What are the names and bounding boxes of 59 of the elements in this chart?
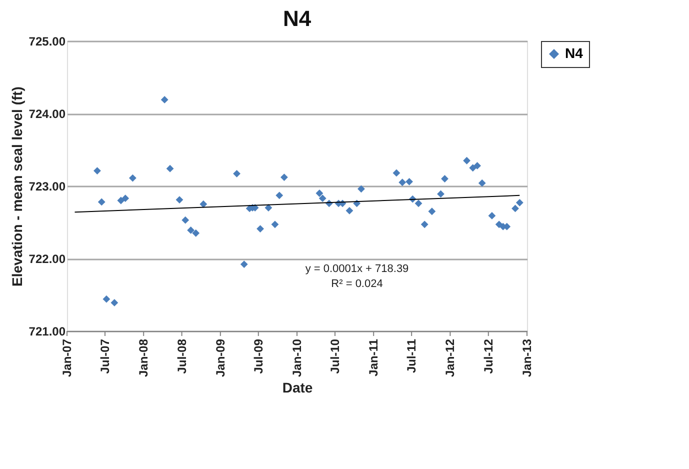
point: [192, 229, 200, 237]
point: [478, 179, 486, 187]
point: [102, 295, 110, 303]
x-tick-label: Jan-08: [136, 338, 151, 378]
x-tick-label: Jul-12: [481, 338, 496, 374]
y-tick-label: 722.00: [28, 252, 66, 266]
y-tick-label: 725.00: [28, 34, 66, 48]
point: [398, 178, 406, 186]
x-tick-label: Jul-07: [98, 338, 112, 374]
x-tick-label: Jul-09: [251, 338, 266, 374]
annotation: y = 0.0001x + 718.39: [305, 263, 409, 275]
point: [488, 212, 496, 220]
point: [318, 194, 326, 202]
point: [182, 216, 190, 224]
point: [117, 196, 125, 204]
point: [271, 220, 279, 228]
point: [316, 190, 324, 197]
x-tick-label: Jul-10: [328, 338, 342, 374]
point: [420, 220, 428, 228]
point: [98, 198, 106, 206]
point: [346, 206, 354, 214]
point: [441, 175, 448, 182]
point: [240, 260, 248, 268]
y-tick-label: 723.00: [28, 180, 66, 194]
x-tick-label: Jan-12: [443, 338, 458, 378]
y-axis-title: Elevation - mean seal level (ft): [8, 86, 25, 286]
point: [128, 174, 136, 182]
point: [392, 169, 400, 177]
point: [187, 226, 195, 234]
x-tick-label: Jul-11: [404, 338, 419, 374]
point: [280, 174, 288, 182]
point: [200, 200, 208, 208]
annotation: R² = 0.024: [331, 278, 383, 290]
point: [414, 200, 422, 208]
point: [110, 299, 118, 306]
point: [276, 192, 284, 200]
point: [160, 96, 168, 104]
x-tick-label: Jan-10: [290, 338, 304, 378]
x-tick-label: Jan-07: [60, 338, 74, 378]
x-axis-title: Date: [282, 380, 313, 396]
point: [256, 225, 264, 232]
x-tick-label: Jan-13: [520, 338, 534, 378]
chart-title: N4: [282, 6, 312, 31]
point: [428, 208, 436, 216]
point: [122, 194, 130, 202]
legend-label: N4: [565, 45, 584, 61]
y-tick-label: 724.00: [28, 107, 66, 121]
x-tick-label: Jul-08: [174, 338, 189, 374]
x-tick-label: Jan-09: [213, 338, 228, 378]
point: [94, 167, 101, 174]
point: [233, 170, 240, 178]
point: [406, 178, 413, 186]
point: [463, 156, 470, 164]
point: [358, 185, 365, 193]
y-tick-label: 721.00: [28, 324, 66, 338]
point: [474, 162, 481, 170]
x-tick-label: Jan-11: [366, 338, 381, 376]
point: [166, 164, 174, 172]
point: [516, 198, 524, 206]
